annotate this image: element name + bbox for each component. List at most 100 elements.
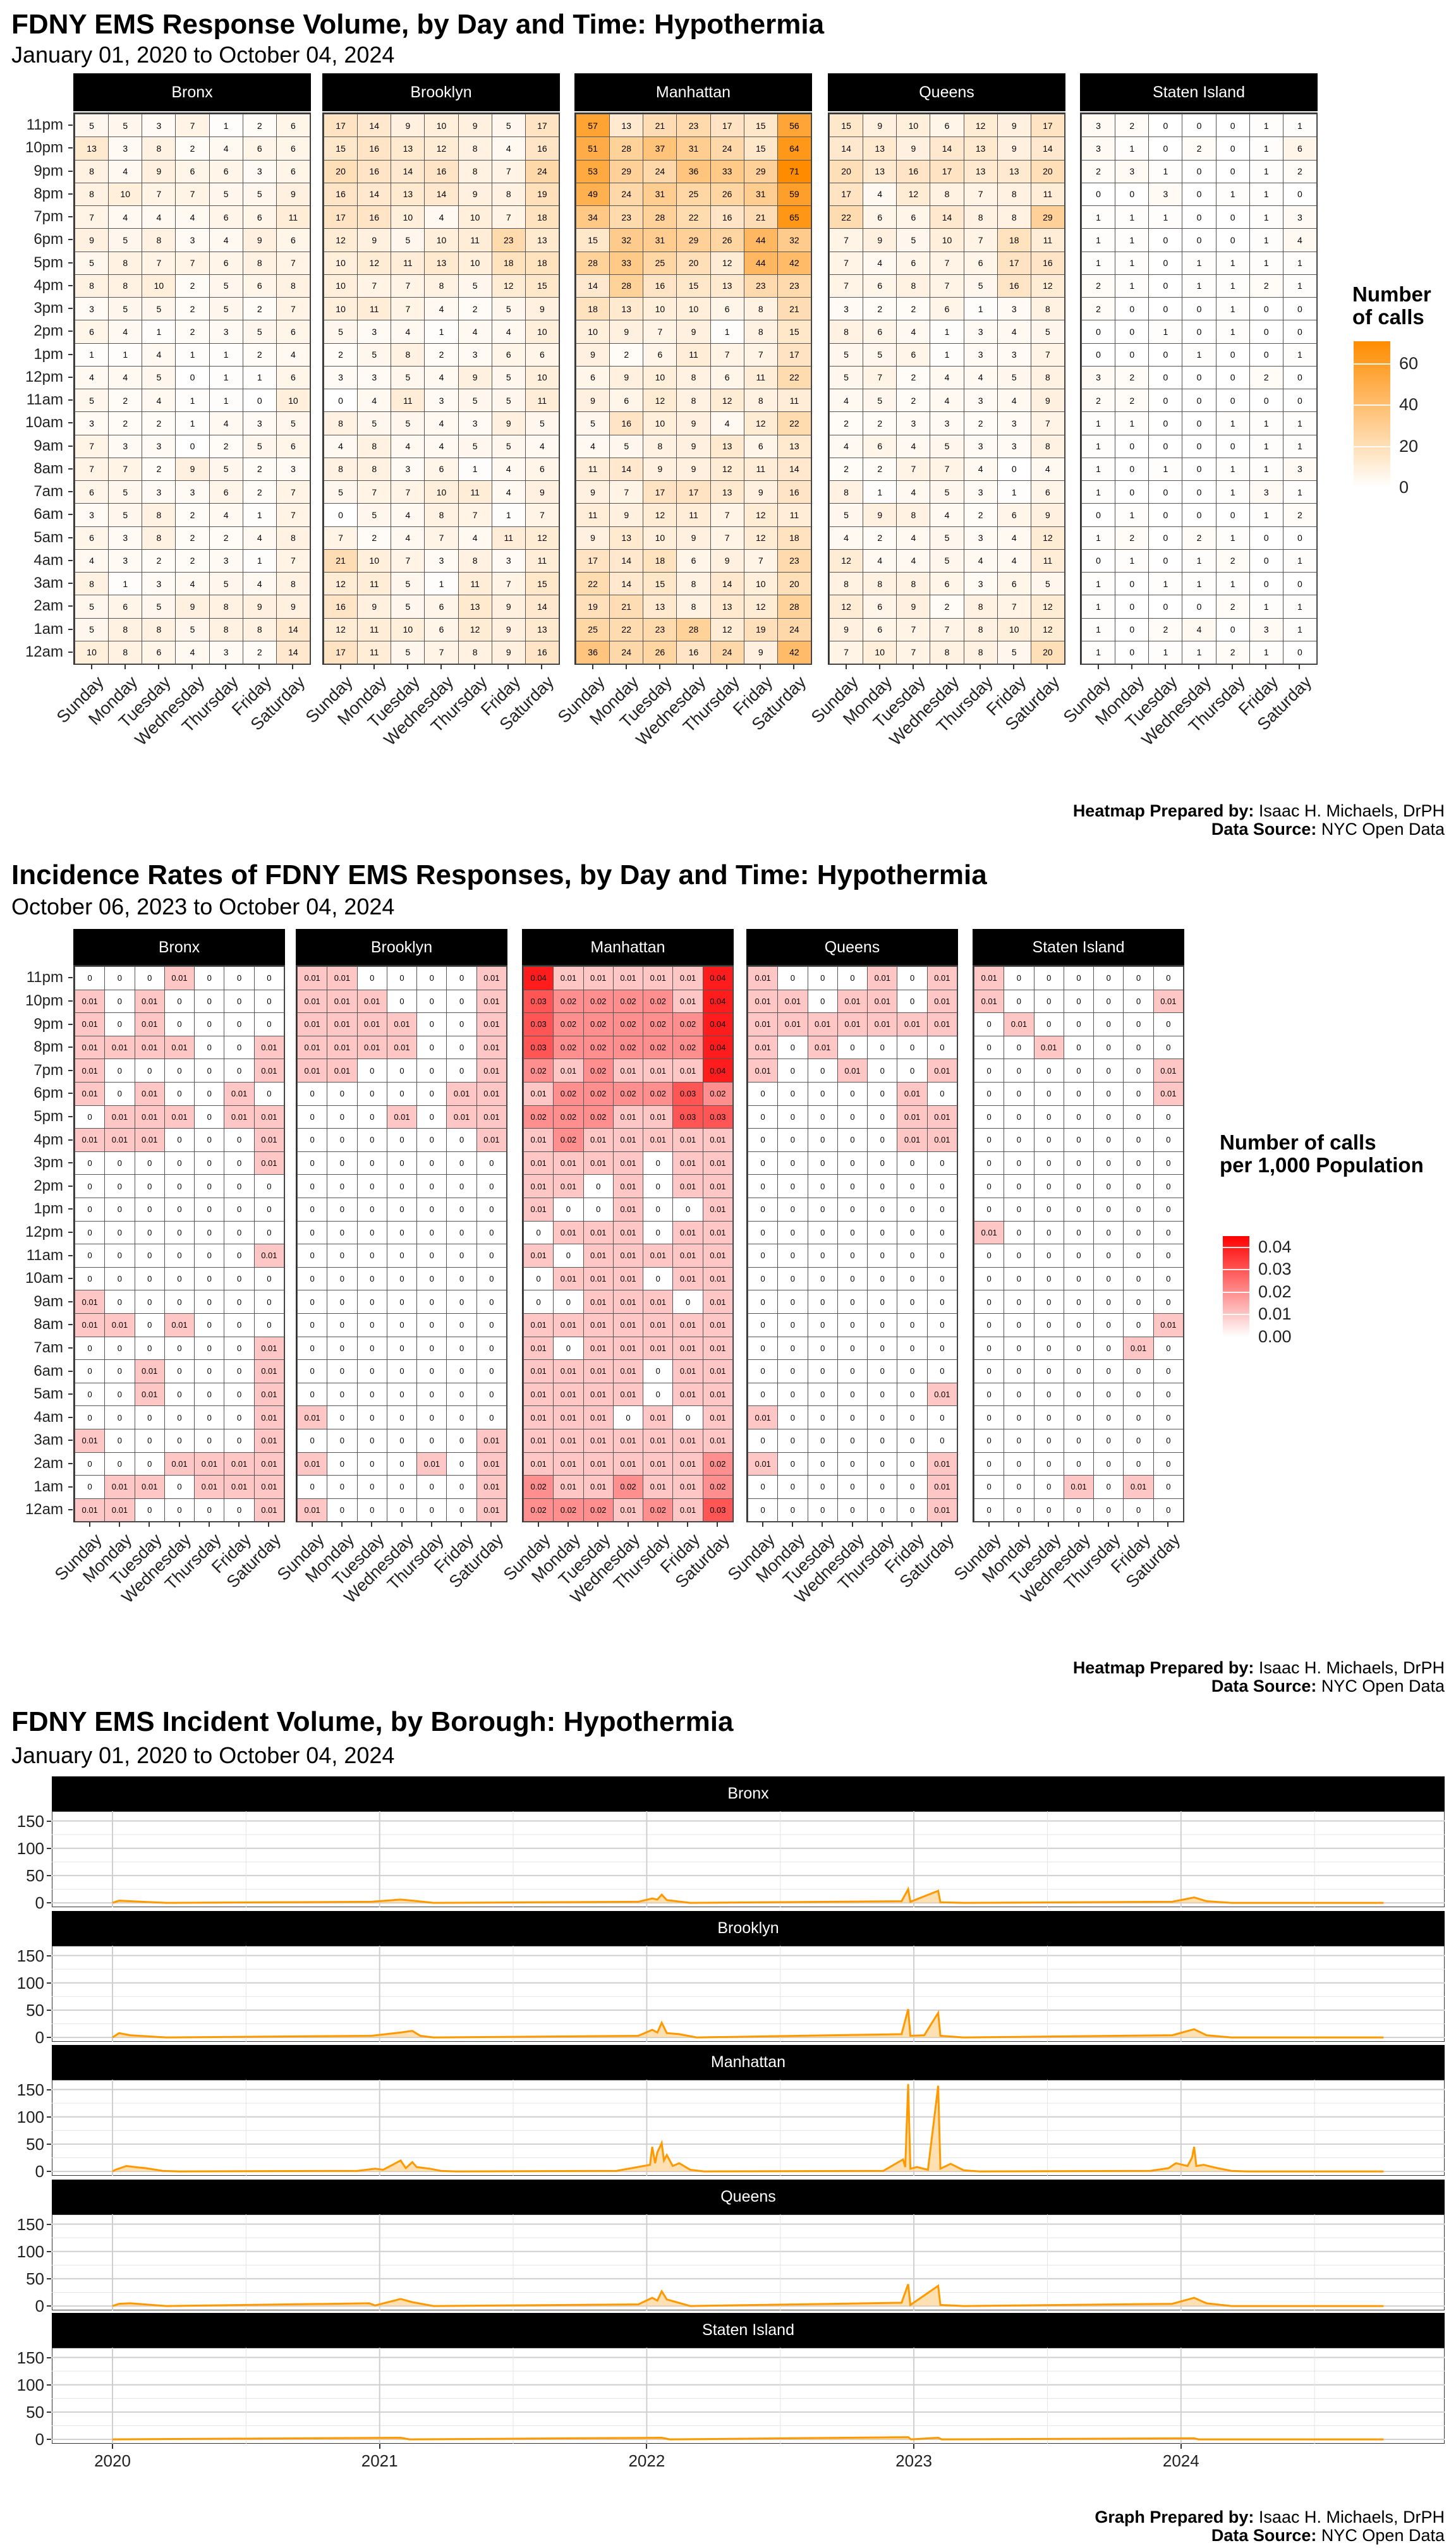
heatmap-cell: 0.01: [476, 966, 507, 990]
y-tick-mark: [68, 491, 73, 493]
heatmap-cell: 0: [194, 1035, 225, 1060]
heatmap-cell: 31: [743, 182, 778, 206]
heatmap-cell: 5: [930, 480, 964, 504]
heatmap-cell: 2: [175, 526, 210, 550]
heatmap-cell: 0.04: [702, 966, 733, 990]
heatmap-cell: 0: [1215, 228, 1250, 252]
heatmap-cell: 4: [1030, 457, 1065, 481]
heatmap-cell: 1: [175, 411, 210, 435]
heatmap-cell: 0.01: [583, 1290, 614, 1314]
heatmap-cell: 12: [324, 617, 358, 641]
heatmap-cell: 7: [710, 526, 744, 550]
heatmap-cell: 2: [1081, 274, 1116, 298]
heatmap-cell: 0: [446, 1359, 477, 1383]
heatmap-cell: 3: [242, 411, 277, 435]
heatmap-cell: 0: [476, 1220, 507, 1245]
heatmap-cell: 3: [1081, 365, 1116, 389]
x-tick-mark: [946, 665, 947, 669]
heatmap-cell: 0.01: [612, 1128, 644, 1152]
heatmap-cell: 0: [356, 1498, 387, 1522]
caption-label: Graph Prepared by:: [1095, 2508, 1254, 2527]
heatmap-cell: 2: [324, 343, 358, 367]
heatmap-cell: 1: [424, 572, 459, 596]
heatmap-cell: 2: [1215, 640, 1250, 664]
legend-tick-mark: [1223, 1246, 1249, 1248]
heatmap-cell: 0: [1153, 1359, 1184, 1383]
heatmap-cell: 0: [1033, 1475, 1064, 1499]
heatmap-cell: 0: [837, 1244, 868, 1268]
x-tick-mark: [292, 665, 294, 669]
heatmap-cell: 0: [867, 1313, 898, 1337]
heatmap-cell: 8: [276, 526, 310, 550]
heatmap-cell: 0: [1215, 365, 1250, 389]
heatmap-cell: 0: [837, 1452, 868, 1476]
heatmap-cell: 0: [134, 1429, 165, 1453]
heatmap-cell: 0.01: [926, 1382, 957, 1407]
hour-label: 12pm: [25, 368, 63, 385]
y-tick-mark: [68, 1023, 73, 1025]
heatmap-cell: 6: [896, 205, 931, 229]
heatmap-cell: 42: [777, 640, 811, 664]
heatmap-cell: 0: [134, 1266, 165, 1291]
heatmap-cell: 13: [963, 159, 998, 183]
heatmap-cell: 14: [525, 595, 559, 619]
heatmap-cell: 1: [1282, 343, 1317, 367]
heatmap-cell: 0: [837, 1151, 868, 1175]
heatmap-cell: 0: [926, 1174, 957, 1198]
heatmap-cell: 0: [1063, 1429, 1095, 1453]
heatmap-cell: 1: [1215, 526, 1250, 550]
heatmap-cell: 0: [194, 1220, 225, 1245]
heatmap-cell: 0: [1004, 1128, 1034, 1152]
x-tick-mark: [208, 1522, 210, 1527]
heatmap-cell: 0: [807, 1198, 838, 1222]
heatmap-cell: 0.01: [164, 1313, 195, 1337]
heatmap-cell: 0: [643, 1359, 674, 1383]
heatmap-cell: 0: [1004, 1336, 1034, 1361]
heatmap-cell: 0: [297, 1220, 328, 1245]
heatmap-cell: 9: [609, 320, 644, 344]
x-tick-mark: [941, 1522, 943, 1527]
y-tick-mark: [68, 1115, 73, 1117]
heatmap-cell: 7: [525, 503, 559, 527]
x-tick-mark: [379, 2444, 380, 2449]
heatmap-cell: 0: [1148, 228, 1183, 252]
heatmap-cell: 12: [643, 503, 677, 527]
heatmap-cell: 0: [194, 1290, 225, 1314]
heatmap-cell: 24: [777, 617, 811, 641]
heatmap-cell: 0: [224, 1128, 255, 1152]
heatmap-cell: 0: [327, 1105, 358, 1129]
heatmap-cell: 0.01: [672, 1359, 703, 1383]
heatmap-cell: 0: [1282, 640, 1317, 664]
heatmap-cell: 0: [672, 1198, 703, 1222]
x-tick-mark: [157, 665, 159, 669]
heatmap-cell: 0: [1123, 1266, 1154, 1291]
heatmap-cell: 6: [276, 114, 310, 138]
heatmap-cell: 0: [1033, 1382, 1064, 1407]
heatmap-cell: 0.01: [327, 1035, 358, 1060]
heatmap-cell: 7: [391, 549, 425, 573]
heatmap-cell: 3: [108, 136, 143, 161]
heatmap-cell: 1: [1115, 205, 1150, 229]
heatmap-cell: 0.01: [553, 1405, 584, 1429]
y-tick-mark: [68, 1139, 73, 1141]
heatmap-cell: 0: [194, 1336, 225, 1361]
heatmap-cell: 2: [424, 343, 459, 367]
heatmap-cell: 11: [576, 503, 610, 527]
x-tick-mark: [440, 665, 442, 669]
heatmap-cell: 51: [576, 136, 610, 161]
heatmap-cell: 1: [1282, 251, 1317, 275]
heatmap-cell: 0.01: [926, 1012, 957, 1036]
heatmap-cell: 1: [108, 343, 143, 367]
heatmap-cell: 10: [458, 205, 492, 229]
heatmap-cell: 0.01: [672, 1128, 703, 1152]
heatmap-cell: 0: [416, 1498, 447, 1522]
heatmap-cell: 9: [391, 114, 425, 138]
heatmap-panel: 0.04 0.01 0.01 0.01 0.01 0.01 0.04 0.03 0.02 0.02…: [522, 965, 734, 1523]
heatmap-cell: 0.01: [75, 1012, 106, 1036]
heatmap-cell: 0: [327, 1266, 358, 1291]
heatmap-cell: 24: [609, 182, 644, 206]
heatmap-cell: 0: [897, 966, 928, 990]
heatmap-cell: 0: [356, 1359, 387, 1383]
heatmap-cell: 0.01: [1123, 1475, 1154, 1499]
heatmap-panel: 0.01 0 0 0 0.01 0 0.01 0.01 0.01 0 0.01 0.01 0 0.01 0.…: [746, 965, 958, 1523]
